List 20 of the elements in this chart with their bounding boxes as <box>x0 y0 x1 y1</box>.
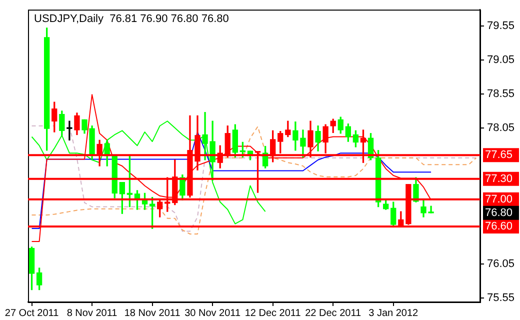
y-tick-label: 79.05 <box>487 54 515 66</box>
x-tick-label: 3 Jan 2012 <box>368 308 419 319</box>
y-tick-label: 78.55 <box>487 88 515 100</box>
chart-title: USDJPY,Daily 76.81 76.90 76.80 76.80 <box>34 13 229 26</box>
ref-line-label: 76.60 <box>485 220 513 233</box>
candlestick <box>66 120 72 140</box>
x-tick-label: 22 Dec 2011 <box>305 308 362 319</box>
x-tick-label: 18 Nov 2011 <box>124 308 181 319</box>
ref-line-label: 77.00 <box>485 193 513 206</box>
x-tick-label: 30 Nov 2011 <box>184 308 241 319</box>
y-tick-label: 76.05 <box>487 258 515 270</box>
text: 76.80 <box>485 206 513 219</box>
x-tick-label: 27 Oct 2011 <box>4 308 60 319</box>
x-tick-label: 12 Dec 2011 <box>244 308 302 319</box>
ref-line-label: 77.65 <box>485 149 513 162</box>
ref-line-label: 77.30 <box>485 172 513 185</box>
y-tick-label: 78.05 <box>487 122 515 134</box>
y-tick-label: 79.55 <box>487 20 515 32</box>
y-tick-label: 75.55 <box>487 292 515 304</box>
x-tick-label: 8 Nov 2011 <box>66 308 118 319</box>
